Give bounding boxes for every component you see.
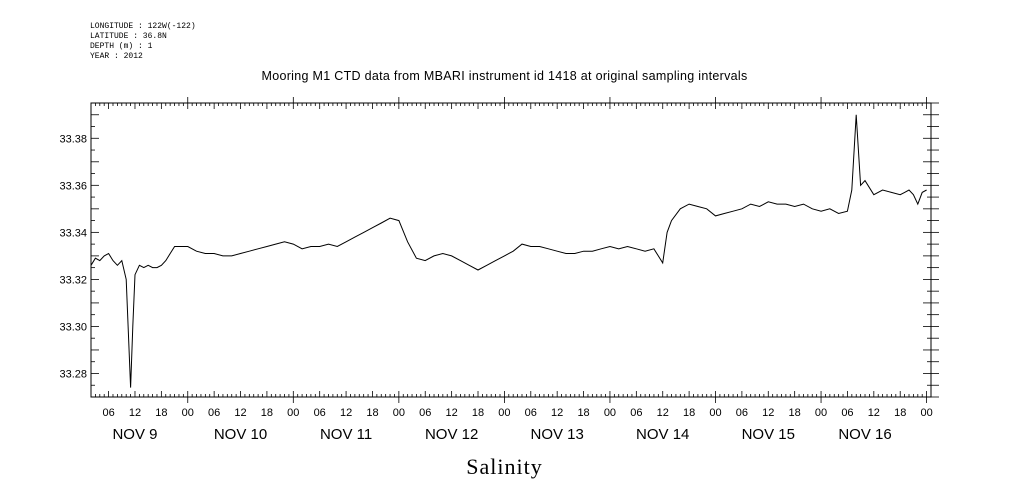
x-tick-label: 18 — [577, 407, 589, 419]
x-tick-label: 12 — [868, 407, 880, 419]
x-tick-label: 06 — [102, 407, 114, 419]
x-day-label: NOV 11 — [320, 426, 372, 443]
year-label: YEAR : 2012 — [90, 52, 143, 61]
x-tick-label: 12 — [446, 407, 458, 419]
x-tick-label: 06 — [630, 407, 642, 419]
latitude-label: LATITUDE : 36.8N — [90, 32, 167, 41]
x-day-label: NOV 12 — [425, 426, 478, 443]
x-day-label: NOV 16 — [838, 426, 891, 443]
chart-title: Mooring M1 CTD data from MBARI instrumen… — [261, 69, 748, 83]
x-tick-label: 18 — [472, 407, 484, 419]
depth-label: DEPTH (m) : 1 — [90, 42, 153, 51]
y-tick-label: 33.36 — [59, 180, 87, 192]
x-tick-label: 06 — [736, 407, 748, 419]
x-tick-label: 06 — [525, 407, 537, 419]
x-tick-label: 06 — [314, 407, 326, 419]
x-day-label: NOV 13 — [530, 426, 583, 443]
y-tick-label: 33.38 — [59, 133, 87, 145]
salinity-series-line — [90, 114, 927, 388]
y-tick-label: 33.32 — [59, 274, 87, 286]
x-day-label: NOV 14 — [636, 426, 689, 443]
x-day-label: NOV 10 — [214, 426, 267, 443]
x-tick-label: 12 — [340, 407, 352, 419]
x-tick-label: 00 — [709, 407, 721, 419]
coordinate-metadata: LONGITUDE : 122W(-122) LATITUDE : 36.8N … — [90, 22, 196, 62]
x-tick-label: 00 — [393, 407, 405, 419]
x-tick-label: 18 — [894, 407, 906, 419]
y-tick-label: 33.30 — [59, 321, 87, 333]
x-tick-label: 00 — [815, 407, 827, 419]
x-tick-label: 18 — [683, 407, 695, 419]
x-tick-label: 00 — [287, 407, 299, 419]
x-tick-label: 12 — [129, 407, 141, 419]
longitude-label: LONGITUDE : 122W(-122) — [90, 22, 196, 31]
plot-frame — [90, 102, 932, 398]
x-tick-label: 12 — [657, 407, 669, 419]
x-day-label: NOV 9 — [112, 426, 157, 443]
x-tick-label: 18 — [155, 407, 167, 419]
x-tick-label: 18 — [366, 407, 378, 419]
x-tick-label: 18 — [789, 407, 801, 419]
y-tick-label: 33.34 — [59, 227, 87, 239]
x-tick-label: 00 — [920, 407, 932, 419]
x-tick-label: 12 — [234, 407, 246, 419]
x-axis-caption: Salinity — [466, 454, 543, 479]
x-tick-label: 00 — [604, 407, 616, 419]
x-tick-label: 18 — [261, 407, 273, 419]
x-tick-label: 06 — [419, 407, 431, 419]
y-tick-label: 33.28 — [59, 368, 87, 380]
x-day-label: NOV 15 — [742, 426, 795, 443]
x-tick-label: 00 — [498, 407, 510, 419]
x-tick-label: 12 — [551, 407, 563, 419]
x-tick-label: 06 — [841, 407, 853, 419]
x-tick-label: 06 — [208, 407, 220, 419]
x-tick-label: 12 — [762, 407, 774, 419]
x-tick-label: 00 — [182, 407, 194, 419]
